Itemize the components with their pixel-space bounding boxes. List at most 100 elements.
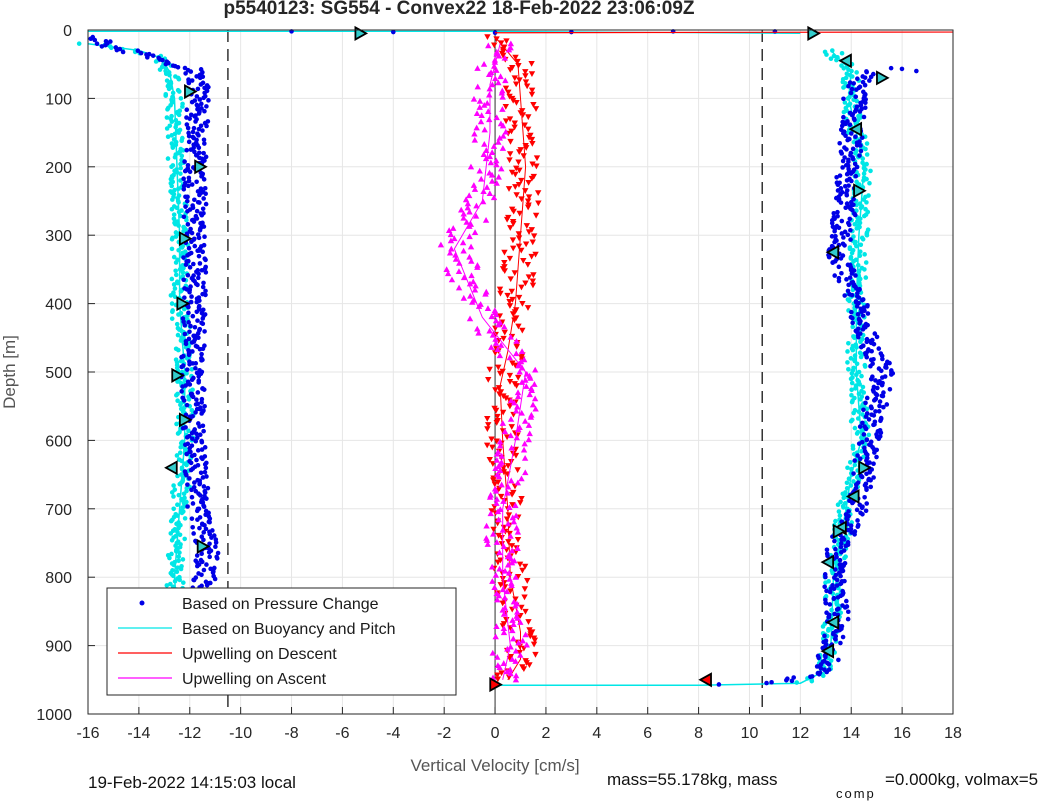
point-buoyancy [165,156,171,161]
point-ascent [464,204,471,211]
point-pressure [206,84,211,90]
point-descent [494,672,501,679]
point-ascent [513,524,520,531]
point-pressure [829,234,835,239]
point-ascent [499,420,507,426]
x-tick-label: 0 [491,725,500,742]
x-tick-label: -16 [76,725,99,742]
point-pressure [88,36,94,42]
point-descent [513,165,520,172]
point-ascent [531,395,539,402]
point-pressure [213,544,218,550]
point-pressure [849,271,855,276]
point-descent [485,376,492,383]
point-pressure [179,354,184,360]
point-buoyancy [846,366,851,372]
point-ascent [492,75,499,82]
point-pressure [200,206,206,212]
point-pressure [184,451,189,457]
point-buoyancy [184,462,189,468]
point-descent [521,594,528,601]
point-pressure [860,511,865,517]
point-ascent [499,526,507,533]
point-pressure [832,228,837,234]
point-pressure [203,257,208,263]
point-buoyancy [844,485,850,491]
point-ascent [470,182,478,188]
point-pressure [194,397,199,402]
point-buoyancy [842,555,847,561]
point-descent [512,184,519,190]
point-pressure [201,567,207,573]
point-descent [522,69,529,75]
point-ascent [523,370,531,377]
point-pressure [185,222,191,227]
point-descent [502,85,510,92]
point-descent [514,573,522,580]
point-descent [501,260,508,266]
point-pressure [835,188,841,193]
point-pressure [836,264,842,270]
point-descent [524,305,532,311]
point-buoyancy [177,550,182,555]
point-buoyancy [857,216,863,222]
point-ascent [489,81,496,88]
point-pressure [846,282,851,288]
point-pressure [189,516,195,521]
point-ascent [514,479,522,486]
point-pressure [193,119,198,124]
point-buoyancy [174,169,180,175]
point-descent [502,104,509,110]
point-ascent [487,491,494,498]
point-ascent [496,565,503,572]
point-descent [533,163,540,170]
point-buoyancy [864,152,870,157]
point-pressure [829,220,835,226]
point-buoyancy [176,347,181,353]
point-ascent [497,120,505,127]
point-pressure [851,471,856,476]
point-pressure [841,114,846,120]
point-buoyancy [841,66,847,71]
point-buoyancy [858,205,864,211]
point-descent [502,395,510,402]
point-pressure [181,319,186,324]
point-buoyancy [166,86,172,92]
point-descent [529,161,536,168]
point-buoyancy [846,298,852,304]
point-ascent [462,196,470,203]
point-ascent [510,635,517,642]
point-ascent [517,619,524,625]
point-pressure [186,245,192,251]
point-ascent [478,112,485,119]
point-descent [506,255,514,262]
marker-triangle [845,488,860,505]
point-descent [519,327,526,334]
point-ascent [488,563,496,570]
point-pressure [199,400,204,405]
point-pressure [838,581,843,587]
point-pressure [837,173,843,178]
point-pressure [876,436,882,441]
point-descent [499,409,507,416]
point-pressure [844,598,849,604]
point-pressure [825,553,830,559]
point-pressure [182,295,187,300]
point-pressure [187,169,193,174]
point-ascent [506,551,513,558]
point-descent [516,561,524,568]
point-pressure [859,309,864,315]
point-descent [516,167,523,174]
point-ascent [514,393,522,400]
point-descent [515,182,523,188]
point-pressure [186,304,191,310]
point-ascent [508,444,515,451]
point-buoyancy [175,398,180,404]
point-descent [507,588,514,595]
point-descent [518,177,525,184]
point-ascent [532,366,539,373]
point-pressure [202,108,207,114]
point-pressure [846,222,852,228]
point-ascent [490,194,498,201]
point-ascent [513,434,521,441]
